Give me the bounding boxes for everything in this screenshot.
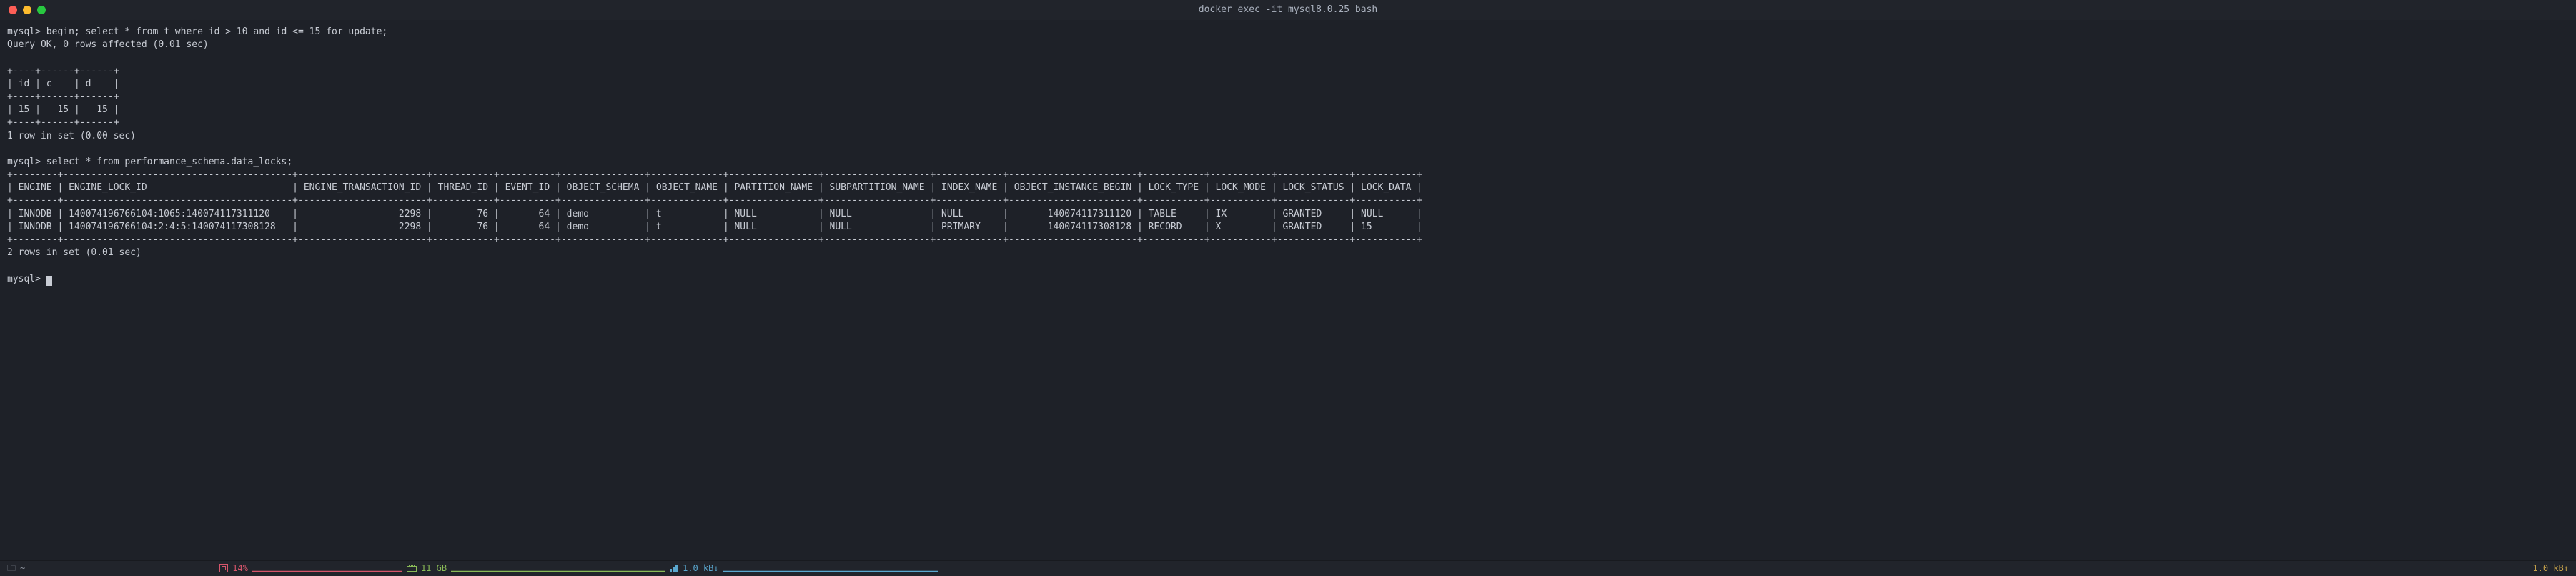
net-up-value: 1.0 kB↑: [2532, 562, 2569, 575]
network-icon: [670, 565, 678, 572]
prompt: mysql>: [7, 26, 41, 37]
t2-footer: 2 rows in set (0.01 sec): [7, 247, 2569, 259]
memory-icon: [407, 566, 417, 572]
t2-row2: | INNODB | 140074196766104:2:4:5:1400741…: [7, 221, 2569, 234]
query-1: begin; select * from t where id > 10 and…: [46, 26, 387, 37]
prompt: mysql>: [7, 157, 41, 167]
titlebar: docker exec -it mysql8.0.25 bash: [0, 0, 2576, 20]
cursor-icon: [46, 276, 52, 286]
traffic-lights: [9, 6, 46, 14]
window-title: docker exec -it mysql8.0.25 bash: [1199, 4, 1377, 16]
t2-border: +--------+------------------------------…: [7, 194, 2569, 207]
net-graph: [723, 565, 938, 572]
terminal-content[interactable]: mysql> begin; select * from t where id >…: [0, 20, 2576, 560]
fullscreen-icon[interactable]: [37, 6, 46, 14]
t1-header: | id | c | d |: [7, 78, 2569, 91]
cwd-path: ~: [20, 562, 25, 575]
t2-header: | ENGINE | ENGINE_LOCK_ID | ENGINE_TRANS…: [7, 182, 2569, 194]
close-icon[interactable]: [9, 6, 17, 14]
t1-border: +----+------+------+: [7, 116, 2569, 129]
minimize-icon[interactable]: [23, 6, 31, 14]
mem-value: 11 GB: [421, 562, 447, 575]
net-up-block: 1.0 kB↑: [2532, 562, 2569, 575]
t2-row1: | INNODB | 140074196766104:1065:14007411…: [7, 208, 2569, 221]
net-down-block: 1.0 kB↓: [670, 562, 938, 575]
query-2: select * from performance_schema.data_lo…: [46, 157, 292, 167]
prompt: mysql>: [7, 274, 41, 284]
t1-footer: 1 row in set (0.00 sec): [7, 130, 2569, 143]
terminal-window: docker exec -it mysql8.0.25 bash mysql> …: [0, 0, 2576, 576]
t1-border: +----+------+------+: [7, 91, 2569, 104]
mem-graph: [451, 565, 665, 572]
t1-border: +----+------+------+: [7, 65, 2569, 78]
net-down-value: 1.0 kB↓: [683, 562, 719, 575]
mem-block: 11 GB: [407, 562, 665, 575]
t2-border: +--------+------------------------------…: [7, 234, 2569, 247]
cpu-value: 14%: [232, 562, 248, 575]
status-bar: ~ 14% 11 GB 1.0 kB↓ 1.0 kB↑: [0, 560, 2576, 576]
t2-border: +--------+------------------------------…: [7, 169, 2569, 182]
result-1: Query OK, 0 rows affected (0.01 sec): [7, 39, 2569, 51]
cpu-graph: [252, 565, 402, 572]
t1-row: | 15 | 15 | 15 |: [7, 104, 2569, 116]
cpu-icon: [219, 564, 228, 572]
cpu-block: 14%: [219, 562, 402, 575]
folder-icon: [7, 562, 16, 575]
